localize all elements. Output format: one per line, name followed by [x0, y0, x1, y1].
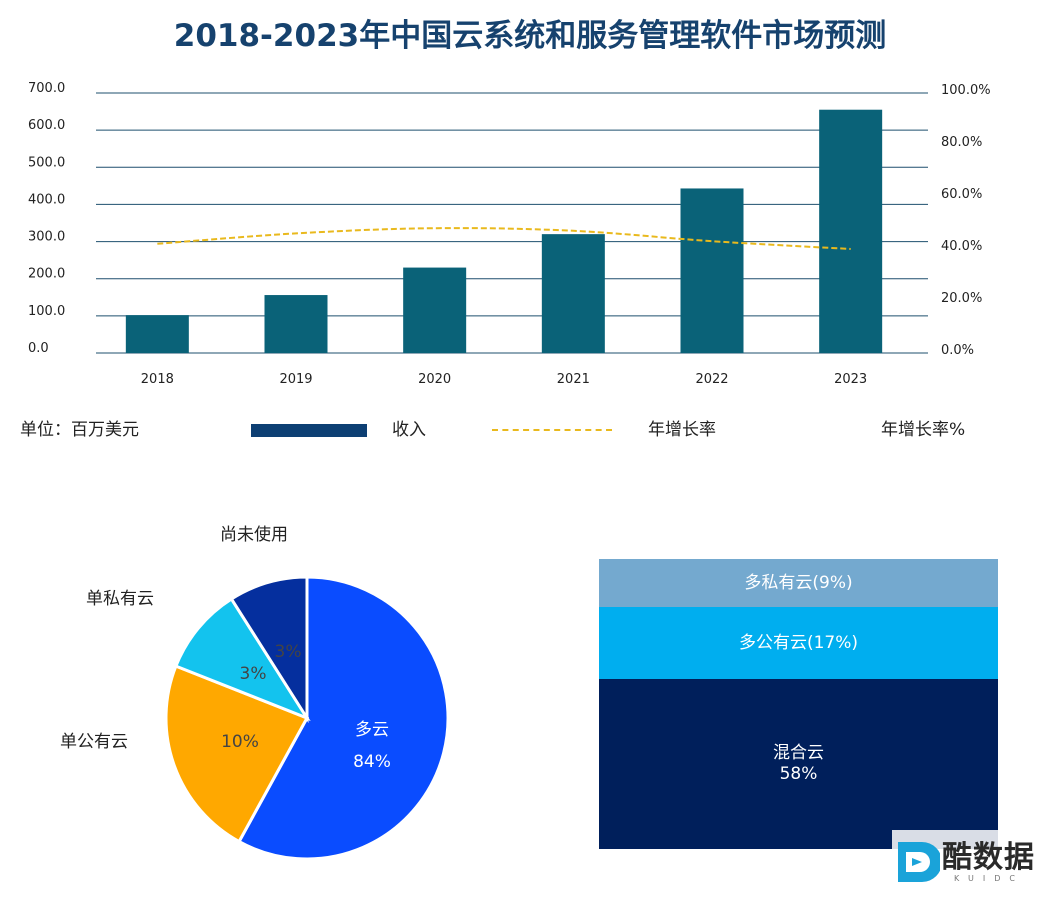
pie-slice-1 [164, 664, 310, 844]
chart-title: 2018-2023年中国云系统和服务管理软件市场预测 [173, 18, 887, 54]
stack-label-multi-public: 多公有云(17%) [738, 633, 859, 653]
legend-growth-label: 年增长率 [648, 420, 716, 440]
y-left-tick-label: 300.0 [28, 230, 65, 245]
y-left-tick-label: 500.0 [28, 155, 65, 170]
bar-2022 [680, 188, 744, 353]
growth-rate-line [157, 227, 851, 250]
legend-revenue-swatch [251, 424, 367, 437]
x-tick-label: 2021 [557, 372, 590, 387]
stack-segment-multi-private: 多私有云(9%) [599, 559, 998, 607]
pie-slice-label: 3% [275, 642, 302, 662]
y-left-tick-label: 0.0 [28, 341, 49, 356]
stack-segment-multi-public: 多公有云(17%) [599, 607, 998, 679]
y-right-tick-label: 100.0% [941, 83, 991, 98]
y-left-tick-label: 400.0 [28, 192, 65, 207]
pie-slice-label: 84% [353, 752, 391, 772]
pie-category-label: 单私有云 [86, 589, 154, 609]
stack-value-hybrid: 58% [779, 764, 818, 784]
y-left-tick-label: 600.0 [28, 118, 65, 133]
legend-growth-pct-label: 年增长率% [881, 420, 966, 440]
legend-growth-swatch [492, 429, 612, 431]
pie-slice-3 [229, 575, 309, 724]
logo-mark-icon [898, 842, 940, 882]
bar-2020 [403, 267, 467, 353]
y-right-tick-label: 20.0% [941, 291, 982, 306]
bar-2019 [264, 295, 328, 353]
y-right-tick-label: 60.0% [941, 187, 982, 202]
bar-2018 [125, 315, 189, 353]
bar-2021 [541, 234, 605, 353]
x-tick-label: 2019 [279, 372, 312, 387]
stack-label-multi-private: 多私有云(9%) [744, 573, 853, 593]
pie-slice-name: 多云 [355, 720, 389, 740]
y-right-tick-label: 80.0% [941, 135, 982, 150]
pie-slice-label: 10% [221, 732, 259, 752]
stack-segment-hybrid: 混合云 58% [599, 679, 998, 849]
x-tick-label: 2022 [695, 372, 728, 387]
bar-2023 [819, 109, 883, 353]
bar-line-chart: 0.0 100.0 200.0 300.0 400.0 500.0 600.0 700.0 0.… [28, 81, 991, 387]
y-left-tick-label: 200.0 [28, 267, 65, 282]
x-tick-label: 2018 [141, 372, 174, 387]
pie-slice-label: 3% [240, 664, 267, 684]
chart-legend: 单位：百万美元 收入 年增长率 年增长率% [0, 412, 1060, 442]
pie-category-label: 单公有云 [60, 732, 128, 752]
stacked-bar: 多私有云(9%) 多公有云(17%) 混合云 58% [599, 559, 998, 849]
x-tick-label: 2020 [418, 372, 451, 387]
logo-subtext: KUIDC [954, 874, 1024, 883]
watermark-logo: 酷数据 KUIDC [892, 830, 1042, 900]
logo-text: 酷数据 [942, 840, 1035, 875]
stack-label-hybrid: 混合云 [773, 743, 824, 763]
unit-label: 单位：百万美元 [20, 420, 139, 440]
y-left-tick-label: 100.0 [28, 304, 65, 319]
y-right-tick-label: 40.0% [941, 239, 982, 254]
x-tick-label: 2023 [834, 372, 867, 387]
y-left-tick-label: 700.0 [28, 81, 65, 96]
y-right-tick-label: 0.0% [941, 343, 974, 358]
pie-slice-0 [237, 575, 450, 861]
pie-slice-2 [173, 596, 311, 722]
pie-category-label: 尚未使用 [220, 524, 288, 545]
pie-chart: 多云 84% 10% 3% 3% 单公有云 单私有云 尚未使用 [60, 524, 450, 861]
legend-revenue-label: 收入 [392, 420, 426, 440]
